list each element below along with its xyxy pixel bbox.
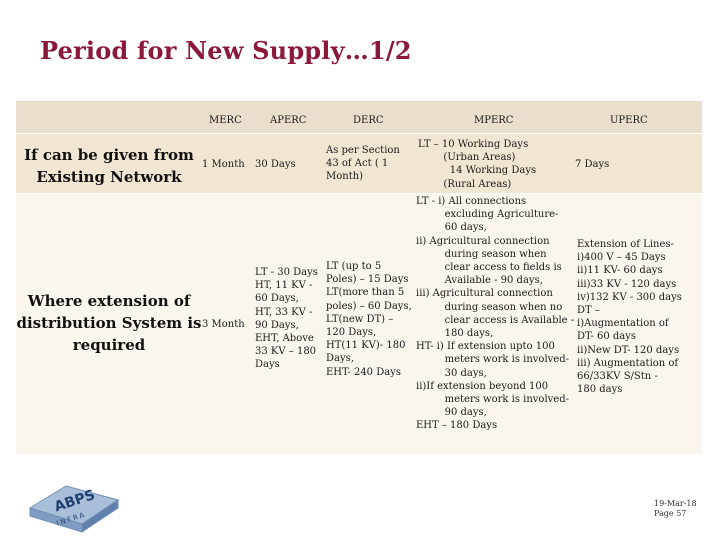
footer-page: Page 57: [654, 509, 687, 518]
cell-derc-existing: As per Section 43 of Act ( 1 Month): [326, 145, 400, 183]
header-aperc: APERC: [270, 115, 307, 126]
row-label-existing-network: If can be given from Existing Network: [24, 146, 194, 186]
footer-date: 19-Mar-18: [654, 499, 697, 508]
cell-merc-existing: 1 Month: [202, 159, 245, 170]
cell-merc-extension: 3 Month: [202, 319, 245, 330]
row-extension-band: [16, 193, 702, 454]
abps-logo: ABPS INFRA: [28, 485, 120, 533]
slide-title: Period for New Supply…1/2: [40, 36, 412, 65]
cell-uperc-extension: Extension of Lines- i)400 V – 45 Days ii…: [577, 239, 682, 396]
cell-aperc-extension: LT - 30 Days HT, 11 KV - 60 Days, HT, 33…: [255, 267, 318, 371]
cell-derc-extension: LT (up to 5 Poles) – 15 Days LT(more tha…: [326, 261, 412, 378]
footer: 19-Mar-18 Page 57: [654, 499, 697, 519]
cell-mperc-extension: LT - i) All connections excluding Agricu…: [416, 196, 575, 432]
header-uperc: UPERC: [610, 115, 648, 126]
row-divider: [16, 193, 702, 194]
row-divider: [16, 133, 702, 134]
header-derc: DERC: [353, 115, 384, 126]
row-existing-network-band: [16, 133, 702, 193]
header-merc: MERC: [209, 115, 242, 126]
header-mperc: MPERC: [474, 115, 514, 126]
supply-period-table: MERC APERC DERC MPERC UPERC If can be gi…: [16, 101, 702, 454]
cell-uperc-existing: 7 Days: [575, 159, 610, 170]
row-label-extension-required: Where extension of distribution System i…: [16, 292, 202, 354]
cell-mperc-existing: LT – 10 Working Days (Urban Areas) 14 Wo…: [418, 139, 537, 190]
cell-aperc-existing: 30 Days: [255, 159, 296, 170]
table-header-band: [16, 102, 702, 133]
